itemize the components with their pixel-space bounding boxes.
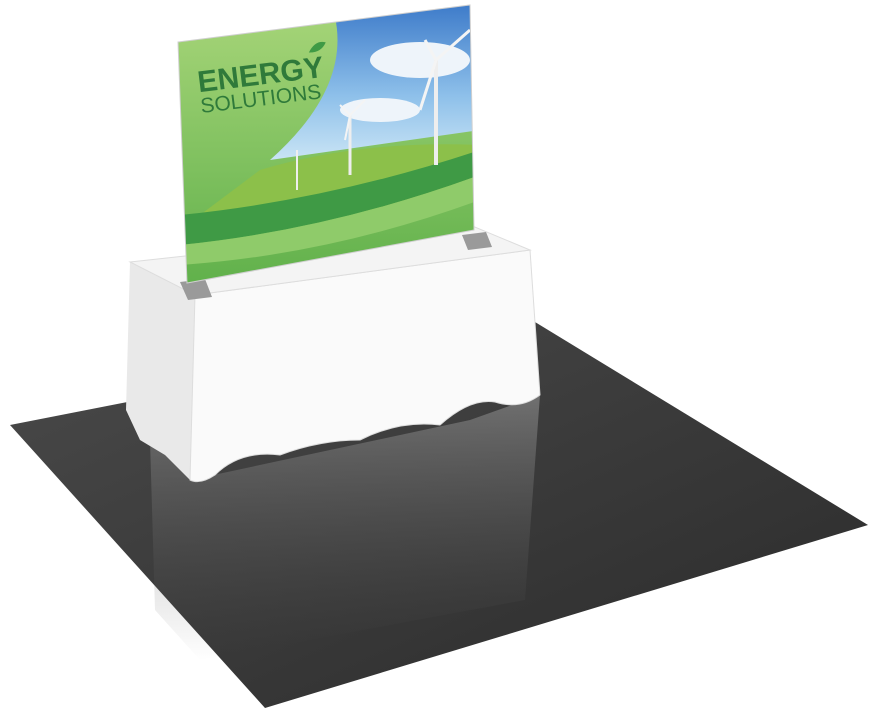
foot xyxy=(180,279,212,300)
leaf-icon xyxy=(308,41,326,53)
banner: ENERGY SOLUTIONS xyxy=(178,5,474,283)
foot xyxy=(462,232,492,250)
reflection xyxy=(150,395,540,660)
cloud xyxy=(370,42,470,78)
banner-frame xyxy=(177,4,475,284)
swoosh xyxy=(180,150,474,245)
turbine-blades xyxy=(339,99,366,141)
cloud xyxy=(340,98,420,122)
turbine-blades xyxy=(418,28,471,111)
table-front xyxy=(189,249,541,483)
sky xyxy=(270,5,474,160)
swoosh xyxy=(180,175,474,265)
table-side xyxy=(126,262,195,480)
